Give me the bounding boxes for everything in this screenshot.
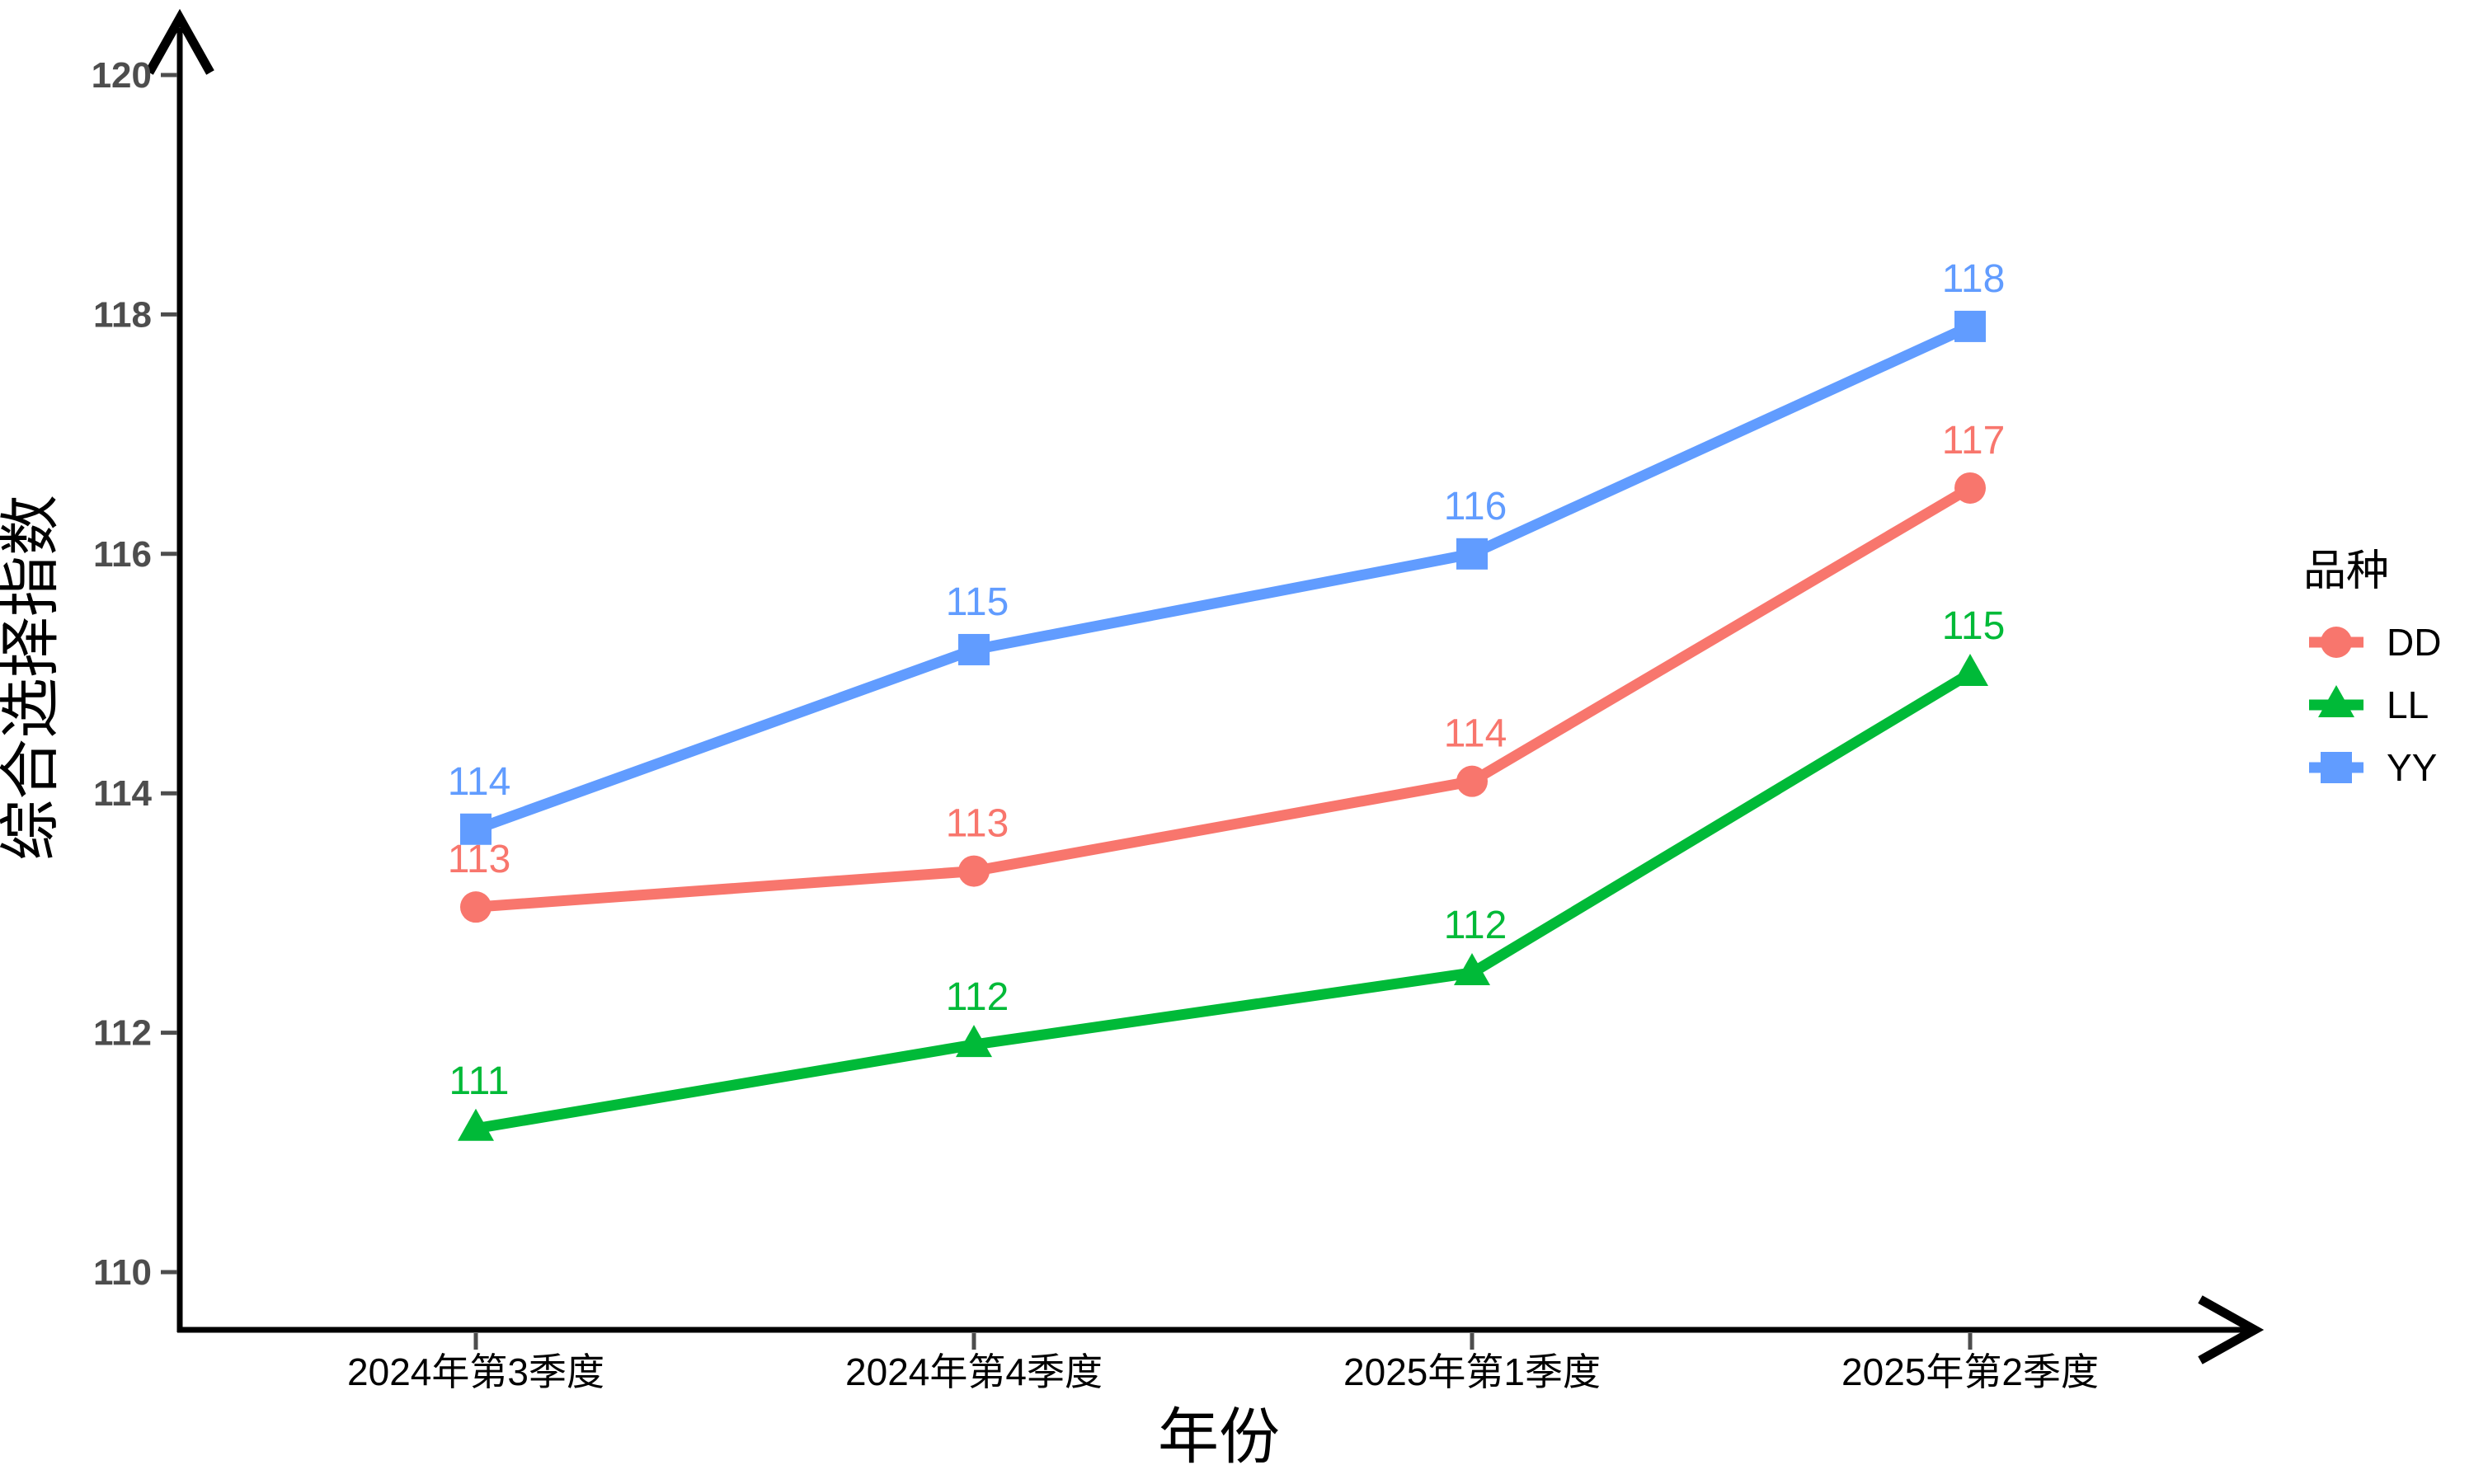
legend-triangle-icon [2318, 685, 2354, 717]
series-DD-point-marker [460, 891, 492, 923]
series-DD-line [475, 483, 1973, 913]
x-axis-title: 年份 [1158, 1404, 1280, 1472]
series-DD-point-label: 117 [1942, 419, 2006, 463]
series-DD-point-marker [1954, 472, 1986, 504]
series-LL-line [474, 669, 1973, 1134]
series-LL: 111 112 112 115 [449, 604, 2006, 1141]
legend-label: DD [2387, 621, 2441, 664]
series-YY-point-label: 118 [1942, 257, 2006, 301]
series-LL-point-label: 112 [1444, 904, 1507, 947]
y-tick-label: 120 [92, 55, 152, 96]
series-DD: 113 113 114 117 [448, 419, 2006, 923]
legend-entry-DD: DD [2309, 621, 2441, 664]
series-DD-point-label: 114 [1444, 712, 1507, 756]
x-tick-label: 2025年第1季度 [1343, 1350, 1601, 1393]
x-tick-label: 2025年第2季度 [1841, 1350, 2099, 1393]
legend-entry-YY: YY [2309, 746, 2437, 789]
series-LL-point-marker [956, 1025, 992, 1058]
legend-label: YY [2387, 746, 2437, 789]
series-LL-point-label: 115 [1942, 604, 2006, 648]
x-axis-arrow-icon [2198, 1295, 2265, 1364]
series-YY-line [473, 322, 1973, 834]
y-tick-label: 118 [93, 294, 152, 335]
y-tick-label: 110 [93, 1252, 152, 1293]
legend: 品种 DD LL YY [2303, 548, 2441, 789]
y-tick-label: 114 [93, 773, 153, 814]
x-tick-label: 2024年第4季度 [845, 1350, 1103, 1393]
series-YY: 114 115 116 118 [448, 257, 2006, 845]
series-YY-point-marker [1456, 538, 1488, 570]
series-YY-point-marker [958, 633, 990, 665]
y-tick-label: 116 [93, 534, 152, 575]
series-LL-point-marker [1454, 953, 1490, 985]
series-DD-point-marker [1456, 765, 1488, 797]
y-axis-arrow-icon [145, 8, 214, 75]
legend-label: LL [2387, 683, 2429, 726]
series-YY-point-label: 114 [448, 760, 511, 804]
series-LL-point-marker [1952, 654, 1988, 686]
series-YY-point-label: 116 [1444, 485, 1507, 528]
legend-entry-LL: LL [2309, 683, 2429, 726]
series-DD-point-label: 113 [946, 802, 1009, 846]
series-LL-point-label: 112 [946, 975, 1009, 1019]
y-axis-title: 综合选择指数 [0, 495, 65, 861]
series-LL-point-marker [458, 1108, 494, 1141]
series-YY-point-marker [1954, 310, 1986, 342]
legend-square-icon [2321, 752, 2352, 783]
series-YY-point-label: 115 [946, 580, 1009, 624]
series-DD-point-label: 113 [448, 838, 511, 881]
series-LL-point-label: 111 [449, 1059, 510, 1103]
y-tick-label: 112 [93, 1013, 152, 1054]
series-YY-point-marker [460, 813, 492, 845]
legend-title: 品种 [2303, 548, 2389, 595]
legend-circle-icon [2321, 627, 2352, 658]
series-DD-point-marker [958, 855, 990, 887]
x-tick-label: 2024年第3季度 [347, 1350, 604, 1393]
